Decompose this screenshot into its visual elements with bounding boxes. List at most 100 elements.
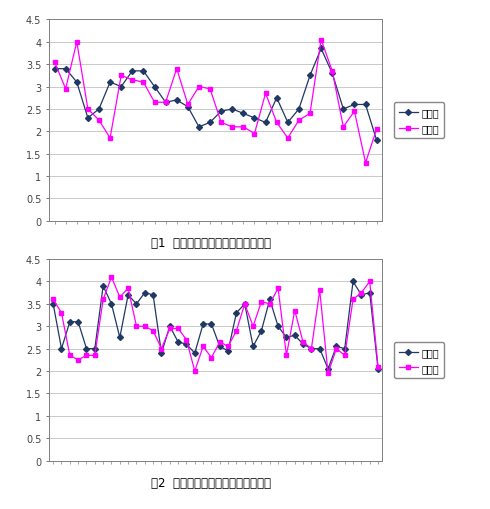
学年二 [85,107,91,113]
学年一 [241,111,246,117]
学年一 [242,301,248,307]
Line: 学年二: 学年二 [52,38,379,165]
学年一 [217,344,222,350]
学年一 [151,84,157,91]
学年二 [259,299,265,305]
学年二 [150,328,156,334]
学年一 [83,346,90,352]
学年一 [118,84,124,91]
学年一 [263,120,269,126]
学年一 [225,348,231,354]
学年一 [359,292,365,298]
学年二 [375,364,381,370]
学年一 [292,332,298,338]
学年一 [174,98,180,104]
学年一 [107,80,113,86]
学年二 [118,73,124,79]
学年二 [374,127,380,133]
学年一 [63,67,69,73]
学年一 [284,335,290,341]
学年一 [129,69,135,75]
学年一 [142,290,148,296]
学年二 [207,87,213,93]
学年一 [150,292,156,298]
学年一 [59,346,65,352]
学年一 [163,100,169,106]
学年二 [125,286,131,292]
学年二 [63,87,69,93]
学年一 [100,284,106,290]
学年二 [133,324,140,330]
学年一 [329,71,335,77]
学年二 [267,301,273,307]
学年一 [375,366,381,372]
学年一 [117,335,122,341]
学年一 [200,321,206,327]
学年一 [275,324,281,330]
学年二 [250,324,256,330]
学年二 [275,286,281,292]
学年二 [350,297,356,303]
Line: 学年一: 学年一 [52,47,379,143]
学年一 [96,107,102,113]
学年一 [175,339,181,345]
学年一 [192,350,198,356]
学年二 [229,125,235,131]
学年一 [318,46,324,52]
学年一 [133,301,140,307]
学年二 [209,355,215,361]
学年一 [325,366,331,372]
学年一 [363,102,368,108]
学年二 [329,69,335,75]
学年一 [274,96,280,102]
Line: 学年二: 学年二 [51,275,380,376]
学年二 [107,136,113,142]
学年二 [351,109,357,115]
学年二 [75,357,81,363]
学年二 [117,295,122,301]
Legend: 学年一, 学年二: 学年一, 学年二 [394,343,444,378]
学年二 [309,346,315,352]
学年二 [83,353,90,359]
学年二 [185,102,191,108]
学年二 [225,344,231,350]
学年一 [159,350,165,356]
学年二 [334,346,340,352]
学年二 [218,120,224,126]
学年一 [341,107,346,113]
学年二 [50,297,56,303]
学年二 [74,40,80,46]
学年二 [251,131,257,137]
学年二 [163,100,169,106]
学年二 [363,160,368,166]
学年一 [351,102,357,108]
学年一 [367,290,372,296]
学年一 [125,292,131,298]
学年一 [300,342,306,348]
学年一 [250,344,256,350]
学年二 [274,120,280,126]
学年二 [317,288,322,294]
学年一 [75,319,81,325]
学年一 [251,116,257,122]
学年一 [296,107,302,113]
学年二 [342,353,348,359]
学年一 [50,301,56,307]
学年二 [174,67,180,73]
Text: 图2  普通班学生学年平均总学分绩点: 图2 普通班学生学年平均总学分绩点 [151,476,270,489]
学年一 [85,116,91,122]
Text: 图1  民族预科生学年平均总学分绩点: 图1 民族预科生学年平均总学分绩点 [151,237,270,249]
学年一 [342,346,348,352]
学年一 [51,67,57,73]
学年一 [317,346,322,352]
学年一 [285,120,291,126]
学年一 [267,297,273,303]
学年二 [359,290,365,296]
学年二 [141,80,147,86]
学年二 [234,328,240,334]
学年二 [142,324,148,330]
学年一 [350,279,356,285]
学年二 [292,308,298,314]
学年二 [175,326,181,332]
Line: 学年一: 学年一 [51,280,380,371]
